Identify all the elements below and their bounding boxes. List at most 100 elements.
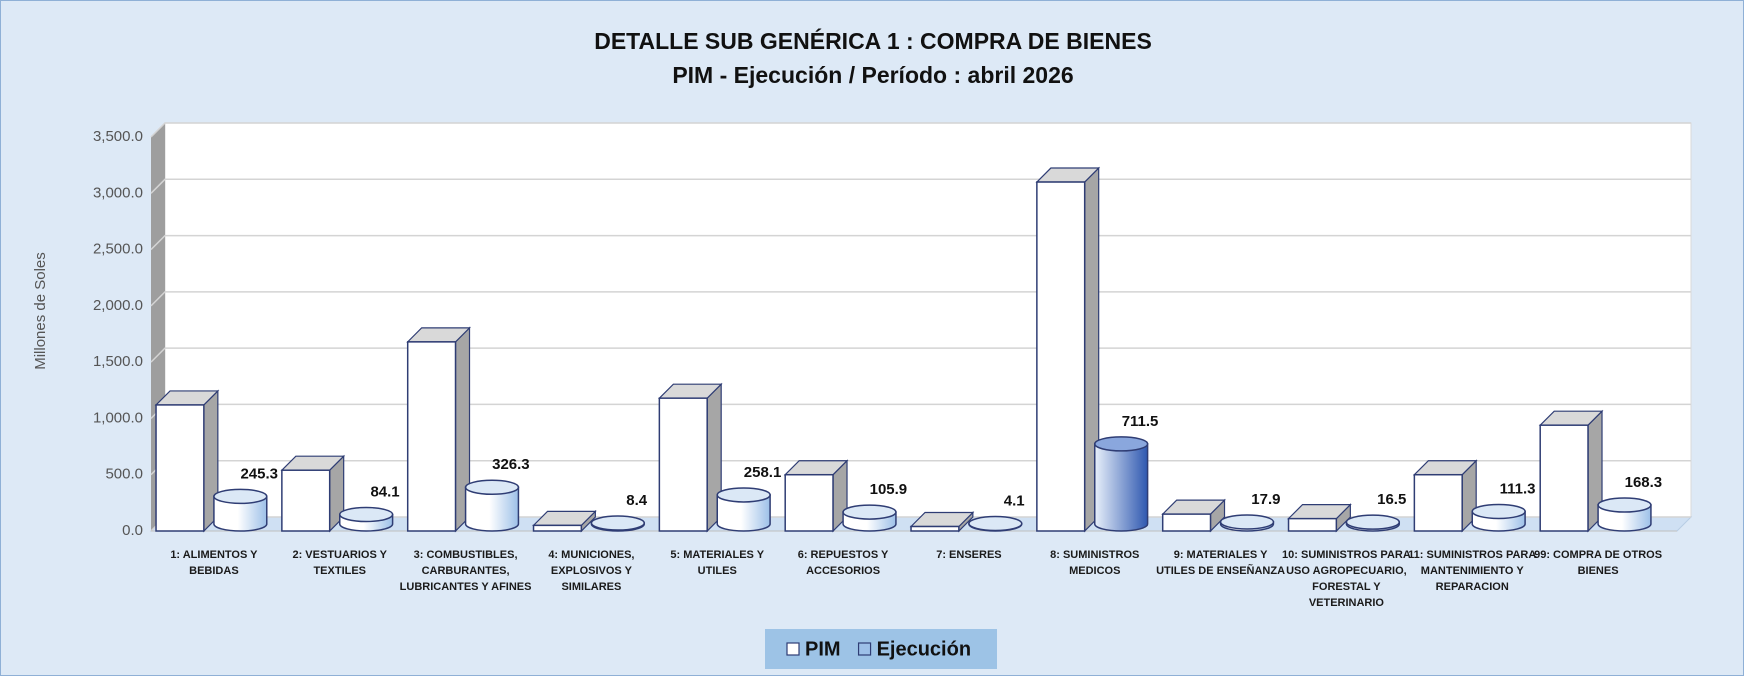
cylinder <box>1345 514 1401 532</box>
y-tick-label: 2,500.0 <box>93 241 143 258</box>
cylinder-top <box>464 479 520 496</box>
x-tick-label: 5: MATERIALES Y UTILES <box>670 549 765 577</box>
cylinder <box>1219 514 1275 532</box>
value-label: 711.5 <box>1122 413 1159 430</box>
cylinder-top <box>716 487 771 503</box>
cylinder <box>213 488 268 532</box>
legend-swatch <box>857 642 872 656</box>
x-tick-label: 99: COMPRA DE OTROS BIENES <box>1534 549 1663 577</box>
bar-front <box>532 524 583 532</box>
bar-front <box>1161 513 1212 532</box>
legend-box <box>765 629 997 669</box>
x-tick-label: 2: VESTUARIOS Y TEXTILES <box>292 549 388 577</box>
bar <box>657 382 723 533</box>
x-tick-label: 6: REPUESTOS Y ACCESORIOS <box>797 549 889 577</box>
x-tick-label: 8: SUMINISTROS MEDICOS <box>1050 549 1140 577</box>
value-label: 111.3 <box>1500 480 1536 497</box>
bar-front <box>406 341 457 532</box>
grid-line <box>150 291 1691 307</box>
value-label: 84.1 <box>370 484 399 501</box>
y-tick-label: 2,000.0 <box>93 297 143 314</box>
cylinder <box>1094 436 1149 532</box>
cylinder-body <box>1094 443 1149 532</box>
value-label: 245.3 <box>240 465 278 482</box>
x-tick-label: 1: ALIMENTOS Y BEBIDAS <box>170 549 258 577</box>
bar-front <box>910 525 960 532</box>
bar <box>1161 498 1226 533</box>
cylinder-body <box>464 486 520 532</box>
value-label: 4.1 <box>1004 493 1025 510</box>
cylinder <box>590 515 646 532</box>
legend-label: Ejecución <box>877 638 971 660</box>
bar-front <box>784 473 834 532</box>
value-label: 17.9 <box>1251 491 1280 508</box>
cylinder-top <box>590 515 646 531</box>
y-tick-label: 0.0 <box>122 522 143 539</box>
x-tick-label: 3: COMBUSTIBLES, CARBURANTES, LUBRICANTE… <box>399 549 532 593</box>
bar <box>280 454 346 533</box>
cylinder-top <box>213 488 268 505</box>
cylinder <box>1597 497 1652 532</box>
back-wall <box>164 122 1692 518</box>
x-tick-label: 10: SUMINISTROS PARA USO AGROPECUARIO, F… <box>1282 549 1411 609</box>
y-tick-label: 500.0 <box>105 466 143 483</box>
value-label: 168.3 <box>1625 474 1663 491</box>
bar <box>909 511 975 533</box>
value-label: 258.1 <box>744 464 782 481</box>
bar <box>1412 459 1478 533</box>
grid-line <box>150 234 1691 251</box>
cylinder <box>968 515 1023 532</box>
cylinder-top <box>1597 497 1652 513</box>
cylinder <box>716 487 771 532</box>
value-label: 105.9 <box>870 481 908 498</box>
bar-front <box>1413 473 1463 532</box>
bar <box>406 326 471 533</box>
cylinder-top <box>842 504 897 520</box>
value-label: 326.3 <box>492 456 530 473</box>
cylinder <box>842 504 897 532</box>
grid-line <box>150 178 1691 194</box>
value-label: 16.5 <box>1377 491 1406 508</box>
bar <box>783 459 849 533</box>
cylinder-top <box>1345 514 1401 530</box>
cylinder-top <box>339 506 394 523</box>
value-label: 8.4 <box>626 492 648 509</box>
cylinder-body <box>716 494 771 532</box>
bar <box>154 389 220 533</box>
y-tick-label: 3,500.0 <box>93 128 143 145</box>
bar-front <box>281 469 331 532</box>
bar-front <box>1287 517 1338 532</box>
legend-swatch <box>786 642 800 656</box>
bar-front <box>1036 181 1086 532</box>
cylinder-top <box>968 515 1023 532</box>
bar-front <box>155 404 205 532</box>
y-tick-label: 1,500.0 <box>93 353 143 370</box>
x-tick-label: 11: SUMINISTROS PARA MANTENIMIENTO Y REP… <box>1408 549 1537 593</box>
cylinder <box>339 506 394 532</box>
bar <box>1538 409 1604 533</box>
x-tick-label: 4: MUNICIONES, EXPLOSIVOS Y SIMILARES <box>548 549 635 593</box>
bar <box>1287 503 1352 533</box>
chart-subtitle: PIM - Ejecución / Período : abril 2026 <box>672 62 1073 88</box>
legend-label: PIM <box>805 638 841 660</box>
y-axis-label: Millones de Soles <box>32 252 49 370</box>
cylinder-top <box>1471 503 1526 520</box>
bar-front <box>658 397 708 532</box>
cylinder-body <box>213 495 268 532</box>
bar <box>1035 166 1101 533</box>
bar <box>532 509 597 533</box>
x-tick-label: 7: ENSERES <box>936 549 1002 561</box>
grid-line <box>150 122 1691 138</box>
y-tick-label: 3,000.0 <box>93 184 143 201</box>
bar-front <box>1539 424 1589 532</box>
chart-title: DETALLE SUB GENÉRICA 1 : COMPRA DE BIENE… <box>594 27 1152 54</box>
y-tick-label: 1,000.0 <box>93 409 143 426</box>
cylinder <box>1471 503 1526 532</box>
x-tick-label: 9: MATERIALES Y UTILES DE ENSEÑANZA <box>1156 549 1286 577</box>
cylinder-top <box>1219 514 1275 530</box>
cylinder <box>464 479 520 532</box>
grid-line <box>150 347 1691 363</box>
cylinder-top <box>1094 436 1149 452</box>
